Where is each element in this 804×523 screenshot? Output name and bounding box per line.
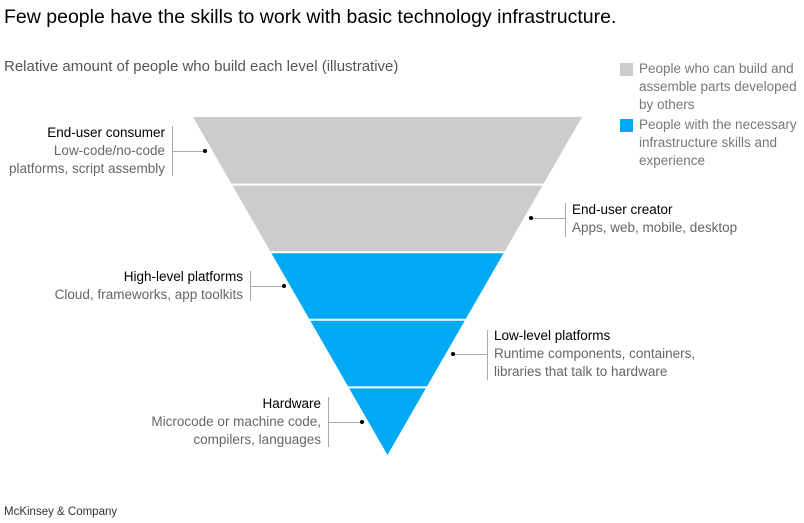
pointer-dot [360,420,364,424]
legend-item-gray: People who can build and assemble parts … [620,60,804,114]
connector [328,422,362,423]
connector [565,203,566,237]
pyramid-level-end-user-consumer [193,117,582,184]
connector [172,151,205,152]
connector [453,354,487,355]
pyramid-level-high-level-platforms [271,253,504,319]
legend-swatch-gray [620,63,633,76]
subtitle: Relative amount of people who build each… [4,58,399,75]
connector [531,218,565,219]
page-title: Few people have the skills to work with … [4,6,617,28]
level-label-end-user-creator: End-user creator Apps, web, mobile, desk… [572,202,738,235]
pyramid-level-low-level-platforms [310,320,465,387]
source-credit: McKinsey & Company [4,506,118,518]
pyramid-level-hardware [349,388,426,455]
level-label-hardware: Hardware Microcode or machine code, comp… [151,396,321,447]
level-label-high-level-platforms: High-level platforms Cloud, frameworks, … [54,269,243,302]
connector [487,330,488,380]
legend-item-blue: People with the necessary infrastructure… [620,116,804,170]
pointer-dot [282,284,286,288]
pointer-dot [451,352,455,356]
pyramid-level-end-user-creator [232,185,543,252]
level-label-end-user-consumer: End-user consumer Low-code/no-code platf… [8,125,165,176]
legend-swatch-blue [620,119,633,132]
pointer-dot [203,149,207,153]
pointer-dot [529,216,533,220]
connector [250,286,284,287]
level-label-low-level-platforms: Low-level platforms Runtime components, … [494,328,696,379]
